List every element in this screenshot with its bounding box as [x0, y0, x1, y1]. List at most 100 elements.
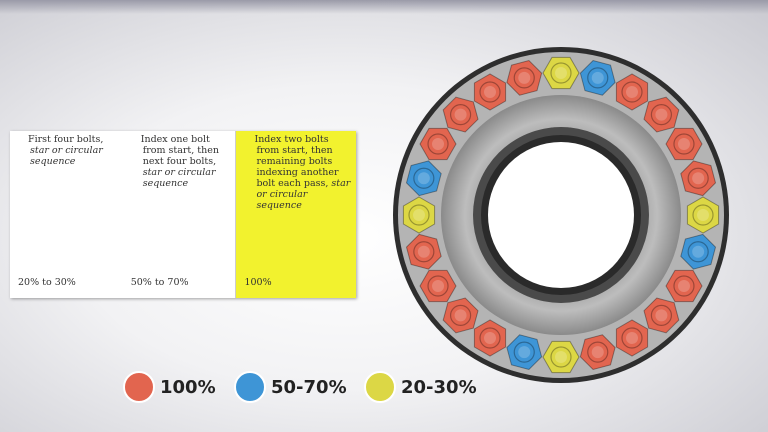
column: Index one bolt from start, then next fou…	[123, 131, 236, 298]
legend-label: 50-70%	[271, 377, 347, 398]
text: Index one bolt from start, then next fou…	[140, 134, 219, 167]
bolt	[506, 334, 543, 371]
bolt-shank	[479, 327, 501, 349]
bolt-end	[655, 108, 668, 121]
bolt-shank	[479, 81, 501, 103]
legend-swatch	[364, 371, 396, 403]
text: Index two bolts from start, then remaini…	[254, 134, 339, 189]
bolt-shank	[449, 304, 472, 327]
bolt-end	[518, 346, 531, 359]
bolt-end	[697, 209, 709, 221]
bolt	[405, 233, 442, 270]
bolt	[579, 59, 616, 96]
top-band	[0, 0, 768, 14]
bolt-shank	[621, 81, 643, 103]
bolt	[405, 160, 442, 197]
bolt-shank	[513, 341, 535, 363]
bolt-end	[677, 138, 690, 150]
legend-swatch	[123, 371, 155, 403]
bolt-shank	[413, 241, 435, 263]
bolt	[542, 56, 580, 90]
bolt-end	[692, 245, 705, 258]
description: Index one bolt from start, then next fou…	[131, 134, 234, 189]
bolt	[686, 196, 720, 234]
text: First four bolts,	[28, 134, 104, 145]
description: Index two bolts from start, then remaini…	[244, 134, 354, 211]
bolt	[665, 127, 703, 161]
percent: 20% to 30%	[18, 277, 76, 288]
bolt-end	[591, 71, 604, 84]
bolt-end	[484, 331, 496, 344]
bolt-end	[484, 86, 496, 99]
italic-text: star or circular sequence	[142, 167, 216, 189]
column: First four bolts, star or circular seque…	[10, 131, 123, 298]
percent: 50% to 70%	[130, 277, 189, 288]
bolt-shank	[692, 204, 714, 226]
bolt-shank	[621, 327, 643, 349]
bolt	[579, 334, 616, 371]
bolt	[419, 269, 457, 303]
description: First four bolts, star or circular seque…	[18, 134, 121, 167]
bolt-end	[518, 71, 531, 84]
bolt-shank	[650, 304, 673, 327]
italic-text: star or circular sequence	[256, 178, 351, 211]
legend-label: 20-30%	[401, 377, 477, 398]
bolt-end	[555, 351, 567, 363]
bolt-end	[454, 309, 467, 322]
bolt-shank	[687, 241, 709, 263]
bolt-end	[591, 346, 604, 359]
bolt-end	[677, 280, 690, 292]
bolt	[402, 196, 436, 234]
legend-swatch	[234, 371, 266, 403]
legend: 100% 50-70% 20-30%	[123, 371, 477, 403]
bolt-shank	[650, 103, 673, 126]
bolt-shank	[550, 62, 572, 84]
bolt	[680, 233, 717, 270]
bolt-end	[432, 138, 445, 150]
bolt-shank	[408, 204, 430, 226]
bolt-end	[692, 172, 705, 185]
bolt	[680, 160, 717, 197]
bolt	[506, 59, 543, 96]
bolt	[473, 319, 507, 357]
bolt-shank	[427, 133, 449, 155]
bolt-end	[417, 172, 430, 185]
bolts	[402, 56, 720, 374]
bolt	[542, 340, 580, 374]
bore	[488, 142, 634, 288]
bolt	[442, 96, 479, 133]
bolt-end	[555, 67, 567, 79]
bolt-shank	[687, 167, 709, 189]
bolt-shank	[449, 103, 472, 126]
bolt	[643, 96, 680, 133]
bolt	[442, 297, 479, 334]
bolt-shank	[673, 275, 695, 297]
bolt	[615, 319, 649, 357]
bolt-shank	[413, 167, 435, 189]
bolt	[419, 127, 457, 161]
percent: 100%	[244, 277, 272, 288]
bolt	[665, 269, 703, 303]
bolt	[643, 297, 680, 334]
bolt	[615, 73, 649, 111]
bolt-shank	[550, 346, 572, 368]
sequence-table: First four bolts, star or circular seque…	[10, 131, 356, 298]
bolt-shank	[673, 133, 695, 155]
bolt-end	[655, 309, 668, 322]
bolt-end	[417, 245, 430, 258]
bolt-end	[432, 280, 445, 292]
italic-text: star or circular sequence	[30, 145, 103, 167]
bolt-end	[626, 86, 638, 99]
bolt-end	[454, 108, 467, 121]
column: Index two bolts from start, then remaini…	[235, 131, 356, 298]
bolt	[473, 73, 507, 111]
bolt-shank	[587, 341, 609, 363]
bolt-shank	[587, 67, 609, 89]
legend-label: 100%	[160, 377, 216, 398]
bolt-end	[626, 331, 638, 344]
bolt-shank	[513, 67, 535, 89]
bolt-shank	[427, 275, 449, 297]
bolt-end	[413, 209, 425, 221]
